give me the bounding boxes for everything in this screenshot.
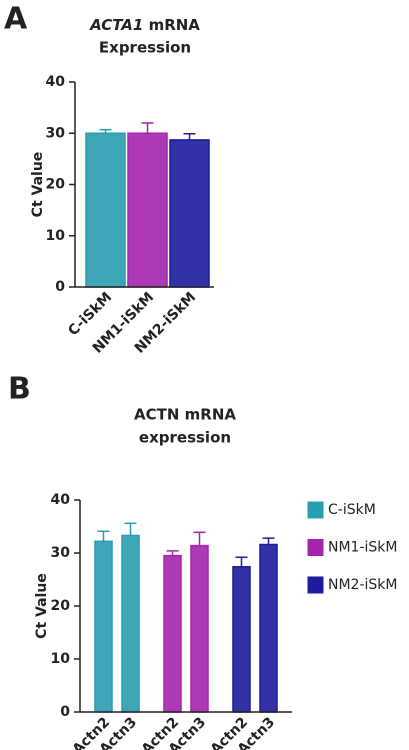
chart-title: expression xyxy=(139,429,231,447)
bar xyxy=(121,534,140,713)
y-tick-label: 30 xyxy=(51,545,71,561)
legend-swatch xyxy=(307,501,324,519)
bar xyxy=(94,540,113,713)
bar xyxy=(259,543,278,713)
bar xyxy=(232,566,251,713)
y-tick-label: 40 xyxy=(46,74,66,90)
bar xyxy=(127,132,168,288)
title-part: ACTA1 xyxy=(89,16,143,34)
bar xyxy=(163,554,182,713)
legend-label: NM2-iSkM xyxy=(328,577,397,593)
bar xyxy=(169,139,210,288)
legend-label: NM1-iSkM xyxy=(328,540,397,556)
y-tick-label: 20 xyxy=(51,598,71,614)
legend-label: C-iSkM xyxy=(328,502,376,518)
title-part: mRNA xyxy=(149,16,201,34)
panel-label: B xyxy=(8,372,31,407)
y-tick-label: 20 xyxy=(46,177,66,193)
panel-label: A xyxy=(4,2,28,37)
y-tick-label: 10 xyxy=(46,228,66,244)
y-tick-label: 0 xyxy=(55,279,65,295)
legend-swatch xyxy=(307,576,324,594)
chart-title: ACTN mRNA xyxy=(134,406,236,424)
chart-title: ACTA1 mRNA xyxy=(89,16,200,34)
y-axis-label: Ct Value xyxy=(30,152,46,218)
y-tick-label: 10 xyxy=(51,651,71,667)
y-axis-label: Ct Value xyxy=(34,573,50,639)
legend-swatch xyxy=(307,539,324,556)
y-tick-label: 30 xyxy=(46,125,66,141)
y-tick-label: 40 xyxy=(51,492,71,508)
chart-title: Expression xyxy=(99,39,191,57)
bar xyxy=(85,132,126,288)
bar xyxy=(190,544,209,713)
y-tick-label: 0 xyxy=(60,704,70,720)
